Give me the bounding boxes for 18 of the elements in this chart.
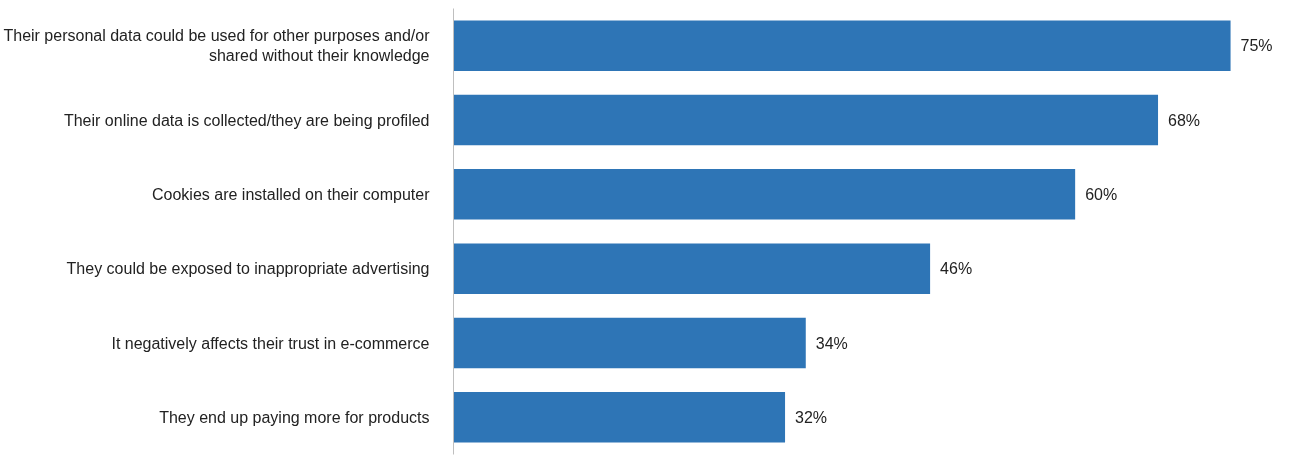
y-tick-label: It negatively affects their trust in e-commerce [111, 334, 430, 352]
data-label: 46% [940, 260, 973, 278]
bar [453, 392, 786, 443]
y-tick-label: They could be exposed to inappropriate advertising [66, 260, 430, 278]
data-label: 75% [1240, 37, 1273, 55]
bar [453, 20, 1231, 71]
bar [453, 243, 931, 294]
data-label: 68% [1168, 111, 1201, 129]
data-label: 34% [815, 334, 848, 352]
bar [453, 94, 1159, 146]
y-tick-label: They end up paying more for products [159, 408, 430, 426]
y-tick-label: Their personal data could be used for other purposes and/or shared without their knowledge [3, 26, 431, 65]
y-tick-label: Cookies are installed on their computer [152, 185, 431, 203]
data-label: 32% [795, 408, 828, 426]
bar [453, 317, 806, 369]
data-label: 60% [1085, 185, 1118, 203]
y-tick-label: Their online data is collected/they are being profiled [63, 111, 430, 129]
bar [453, 169, 1076, 220]
